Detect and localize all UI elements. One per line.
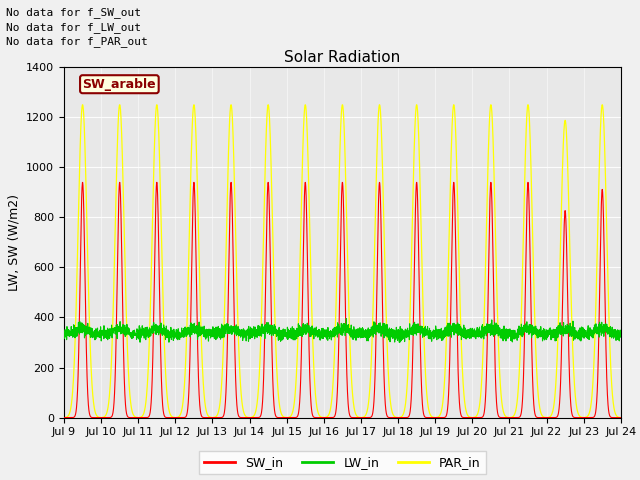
Y-axis label: LW, SW (W/m2): LW, SW (W/m2) xyxy=(8,194,20,291)
Text: No data for f_SW_out: No data for f_SW_out xyxy=(6,7,141,18)
Text: No data for f_LW_out: No data for f_LW_out xyxy=(6,22,141,33)
Text: No data for f_PAR_out: No data for f_PAR_out xyxy=(6,36,148,47)
Title: Solar Radiation: Solar Radiation xyxy=(284,49,401,65)
Text: SW_arable: SW_arable xyxy=(83,78,156,91)
Legend: SW_in, LW_in, PAR_in: SW_in, LW_in, PAR_in xyxy=(199,451,486,474)
